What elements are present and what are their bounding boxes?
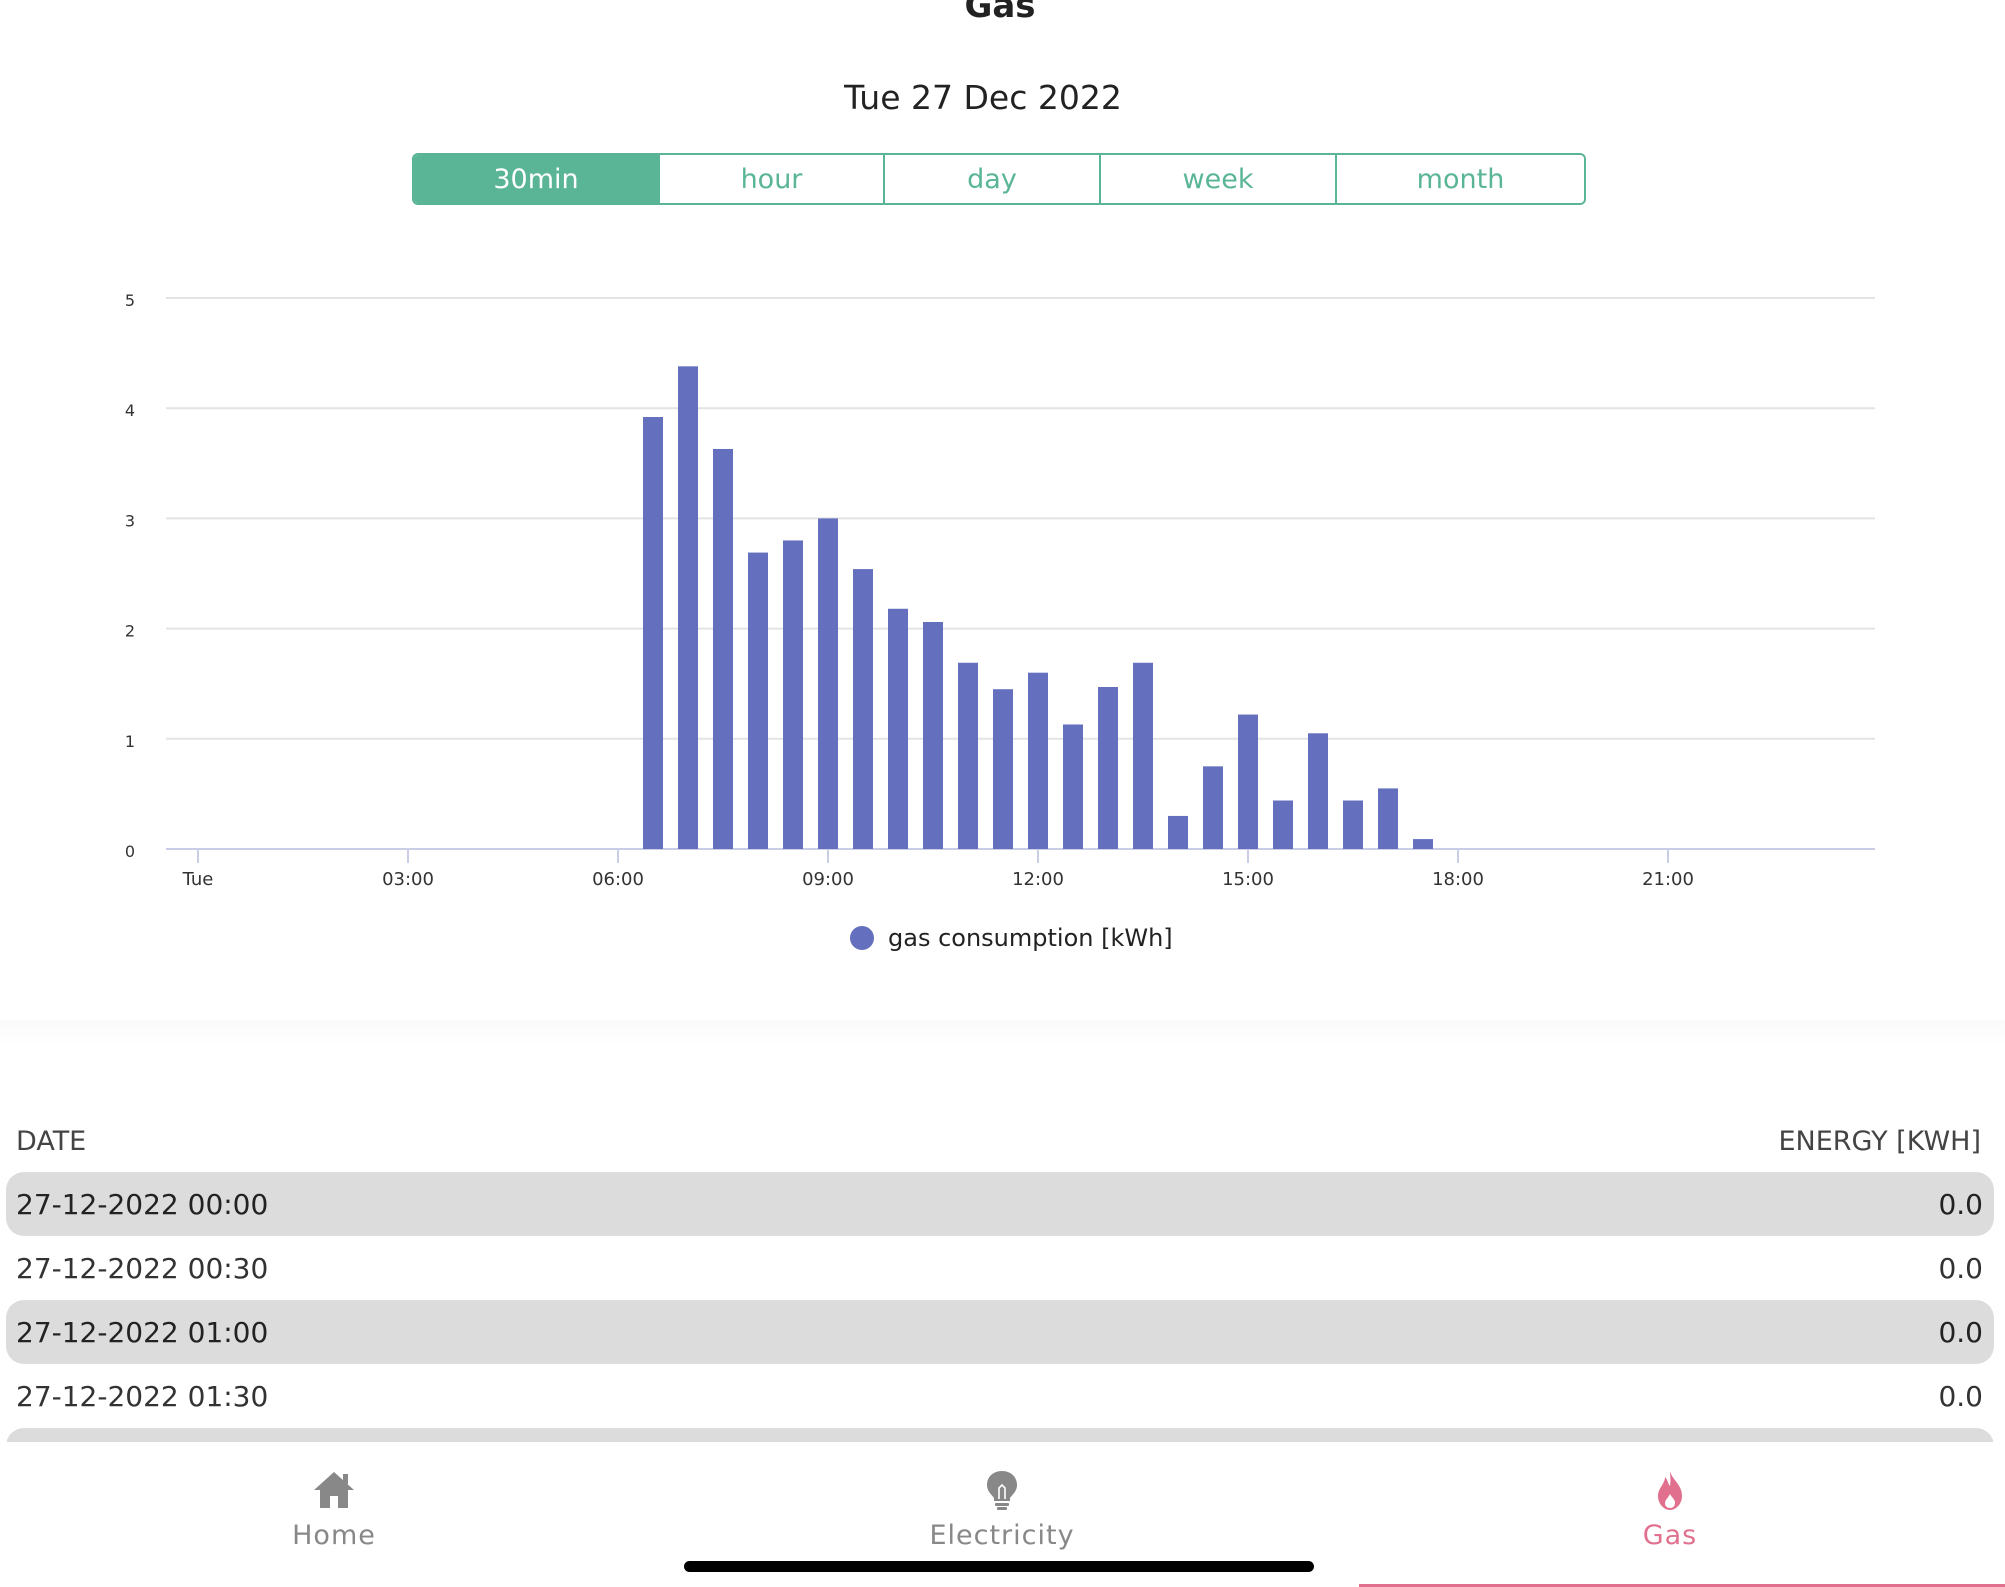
chart-bar	[643, 417, 663, 849]
chart-bar	[1308, 733, 1328, 849]
y-tick-label: 3	[125, 511, 135, 530]
y-tick-label: 2	[125, 622, 135, 641]
date-label: Tue 27 Dec 2022	[844, 78, 1122, 117]
chart-bar	[1273, 800, 1293, 849]
column-header-energy: ENERGY [KWH]	[1778, 1126, 1981, 1157]
row-date: 27-12-2022 00:30	[16, 1251, 269, 1285]
tab-gas-label: Gas	[1642, 1520, 1698, 1551]
chart-bar	[748, 552, 768, 849]
tab-electricity-label: Electricity	[929, 1520, 1075, 1551]
chart-bar	[1378, 788, 1398, 849]
chart-bar	[958, 662, 978, 849]
chart-bar	[888, 608, 908, 849]
chart-bar	[818, 518, 838, 849]
table-row[interactable]: 27-12-2022 01:30 0.0	[6, 1364, 1994, 1428]
flame-icon	[1658, 1471, 1682, 1510]
row-date: 27-12-2022 01:30	[16, 1379, 269, 1413]
chart-bar	[1343, 800, 1363, 849]
tab-home[interactable]: Home	[0, 1442, 668, 1582]
x-tick-label: 21:00	[1642, 869, 1694, 890]
row-energy: 0.0	[1938, 1187, 1983, 1221]
period-selector: 30min hour day week month	[412, 153, 1586, 205]
x-tick-label: 03:00	[382, 869, 434, 890]
lightbulb-icon	[987, 1471, 1017, 1510]
chart-bar	[1203, 766, 1223, 849]
chart-bar	[993, 689, 1013, 849]
y-tick-label: 0	[125, 842, 135, 861]
x-tick-label: 18:00	[1432, 869, 1484, 890]
column-header-date: DATE	[16, 1126, 87, 1157]
chart-bar	[713, 448, 733, 849]
row-date: 27-12-2022 01:00	[16, 1315, 269, 1349]
chart-bar	[1098, 687, 1118, 849]
row-energy: 0.0	[1938, 1315, 1983, 1349]
period-30min-button[interactable]: 30min	[414, 155, 660, 203]
home-icon	[314, 1472, 354, 1508]
chart-bar	[1133, 662, 1153, 849]
table-row[interactable]: 27-12-2022 01:00 0.0	[6, 1300, 1994, 1364]
y-tick-label: 5	[125, 291, 135, 310]
active-tab-indicator	[1359, 1584, 2005, 1587]
row-energy: 0.0	[1938, 1251, 1983, 1285]
x-tick-label: 09:00	[802, 869, 854, 890]
table-row[interactable]	[6, 1428, 1994, 1442]
table-row[interactable]: 27-12-2022 00:30 0.0	[6, 1236, 1994, 1300]
chart-bar	[1028, 672, 1048, 849]
readings-table[interactable]: 27-12-2022 00:00 0.0 27-12-2022 00:30 0.…	[6, 1172, 1994, 1442]
row-energy: 0.0	[1938, 1379, 1983, 1413]
tab-gas[interactable]: Gas	[1336, 1442, 2004, 1582]
chart-legend[interactable]: gas consumption [kWh]	[850, 924, 1173, 952]
x-tick-label: Tue	[182, 869, 214, 890]
section-divider	[0, 1020, 2005, 1046]
x-tick-label: 12:00	[1012, 869, 1064, 890]
tab-home-label: Home	[292, 1520, 376, 1551]
tab-electricity[interactable]: Electricity	[668, 1442, 1336, 1582]
chart-bar	[1063, 724, 1083, 849]
chart-bar	[678, 366, 698, 849]
chart-bar	[783, 540, 803, 849]
chart-bar	[923, 621, 943, 849]
row-date: 27-12-2022 00:00	[16, 1187, 269, 1221]
table-row[interactable]: 27-12-2022 00:00 0.0	[6, 1172, 1994, 1236]
chart-bar	[853, 569, 873, 849]
gas-bar-chart: 0 1 2 3 4 5 Tue 03:00 06:00 09:00 12:00 15:00 18:00 2…	[125, 291, 1875, 890]
legend-label: gas consumption [kWh]	[888, 924, 1173, 952]
page-title: Gas	[964, 0, 1036, 26]
y-tick-label: 1	[125, 732, 135, 751]
legend-marker	[850, 926, 874, 950]
period-week-button[interactable]: week	[1101, 155, 1337, 203]
chart-bar	[1413, 839, 1433, 849]
y-tick-label: 4	[125, 401, 135, 420]
chart-bar	[1168, 815, 1188, 849]
period-month-button[interactable]: month	[1337, 155, 1584, 203]
x-tick-label: 06:00	[592, 869, 644, 890]
period-day-button[interactable]: day	[885, 155, 1101, 203]
x-tick-label: 15:00	[1222, 869, 1274, 890]
chart-bar	[1238, 714, 1258, 849]
table-header: DATE ENERGY [KWH]	[16, 1126, 1981, 1157]
period-hour-button[interactable]: hour	[660, 155, 885, 203]
home-indicator[interactable]	[684, 1561, 1314, 1572]
